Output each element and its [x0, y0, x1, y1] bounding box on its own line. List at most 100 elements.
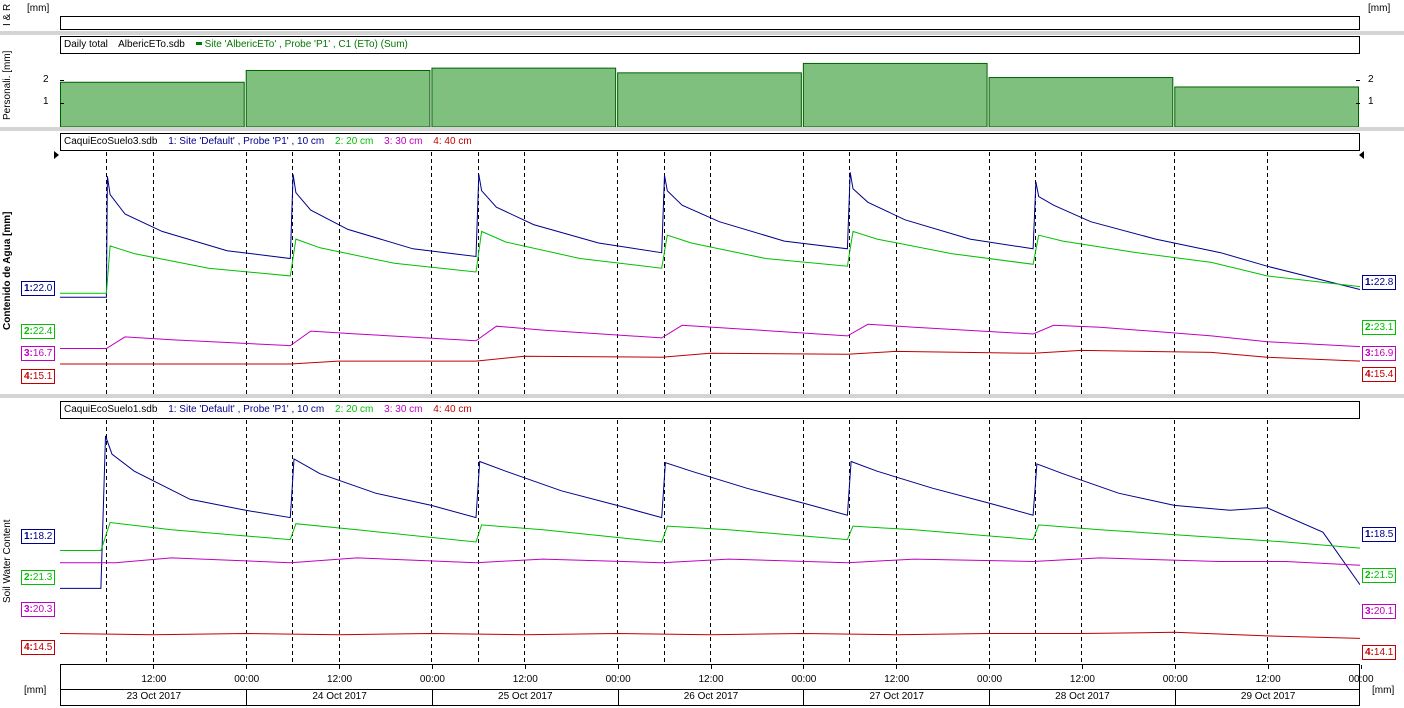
- time-tick: [524, 665, 526, 669]
- panel-separator[interactable]: [0, 31, 1404, 35]
- eto-bar: [245, 69, 431, 127]
- ir-axis-label: I & R: [2, 3, 13, 26]
- legend-swatch: [195, 41, 202, 45]
- time-tick: [617, 665, 619, 669]
- suelo1-right-tag-1: 1:18.5: [1362, 527, 1397, 542]
- panel-separator[interactable]: [0, 394, 1404, 398]
- time-tick: [153, 665, 155, 669]
- ir-unit-right: [mm]: [1368, 3, 1391, 14]
- date-label: 28 Oct 2017: [1055, 691, 1110, 702]
- time-tick: [339, 665, 341, 669]
- suelo1-legend: CaquiEcoSuelo1.sdb 1: Site 'Default' , P…: [60, 401, 1360, 419]
- cursor-marker-right[interactable]: [1359, 151, 1364, 159]
- time-tick: [803, 665, 805, 669]
- legend-series: Site 'AlbericETo' , Probe 'P1' , C1 (ETo…: [195, 39, 416, 50]
- date-axis[interactable]: 23 Oct 2017 24 Oct 2017 25 Oct 2017 26 Oct …: [60, 689, 1360, 706]
- series-line-3: [60, 323, 1360, 349]
- date-label: 29 Oct 2017: [1240, 691, 1296, 702]
- time-tick: [1081, 665, 1083, 669]
- panel-separator[interactable]: [0, 127, 1404, 131]
- time-axis[interactable]: 12:00 00:00 12:00 00:00 12:00 00:00 12:00 00:00…: [60, 664, 1374, 689]
- eto-bar: [617, 72, 802, 127]
- suelo3-legend-item-4: 4: 40 cm: [433, 136, 472, 147]
- date-divider: [803, 690, 805, 705]
- legend-file: AlbericETo.sdb: [118, 39, 185, 50]
- date-divider: [1174, 690, 1176, 705]
- time-tick: [1174, 665, 1176, 669]
- suelo1-left-tag-3: 3:20.3: [21, 602, 56, 617]
- time-tick-label: 00:00: [605, 674, 631, 685]
- ir-panel[interactable]: [60, 16, 1360, 30]
- legend-title: Daily total: [64, 39, 108, 50]
- time-tick: [1360, 665, 1362, 669]
- suelo1-right-tag-4: 4:14.1: [1362, 645, 1397, 660]
- time-tick-label: 12:00: [141, 674, 167, 685]
- suelo1-line-chart[interactable]: [60, 420, 1360, 664]
- suelo3-legend-item-1: 1: Site 'Default' , Probe 'P1' , 10 cm: [168, 136, 325, 147]
- date-divider: [617, 690, 619, 705]
- series-line-2: [60, 521, 1360, 551]
- cursor-marker-left[interactable]: [54, 151, 59, 159]
- personal-axis-label: Personali. [mm]: [2, 50, 13, 120]
- suelo3-line-chart[interactable]: [60, 152, 1360, 394]
- date-label: 25 Oct 2017: [498, 691, 553, 702]
- time-tick-label: 00:00: [234, 674, 260, 685]
- time-tick: [246, 665, 248, 669]
- suelo1-legend-item-4: 4: 40 cm: [433, 404, 472, 415]
- eto-bar: [802, 62, 988, 127]
- axis-unit-right: [mm]: [1372, 685, 1395, 696]
- time-tick-label: 12:00: [327, 674, 353, 685]
- suelo3-right-tag-2: 2:23.1: [1362, 320, 1397, 335]
- personal-tick-2-left: 2: [43, 74, 49, 85]
- series-line-1: [60, 172, 1360, 298]
- time-tick-label: 00:00: [791, 674, 817, 685]
- date-label: 27 Oct 2017: [869, 691, 924, 702]
- time-tick-label: 00:00: [977, 674, 1003, 685]
- suelo3-left-tag-1: 1:22.0: [21, 281, 56, 296]
- time-tick: [989, 665, 991, 669]
- suelo1-legend-item-1: 1: Site 'Default' , Probe 'P1' , 10 cm: [168, 404, 325, 415]
- suelo1-legend-item-2: 2: 20 cm: [335, 404, 374, 415]
- personal-bar-chart[interactable]: [60, 54, 1360, 127]
- date-divider: [989, 690, 991, 705]
- date-label: 23 Oct 2017: [126, 691, 182, 702]
- eto-bar: [1174, 86, 1360, 127]
- time-tick: [1267, 665, 1269, 669]
- eto-bar: [431, 67, 617, 127]
- series-line-3: [60, 557, 1360, 566]
- suelo3-left-tag-2: 2:22.4: [21, 324, 56, 339]
- suelo1-left-tag-1: 1:18.2: [21, 529, 56, 544]
- suelo3-legend: CaquiEcoSuelo3.sdb 1: Site 'Default' , P…: [60, 133, 1360, 151]
- suelo1-left-tag-2: 2:21.3: [21, 570, 56, 585]
- suelo3-left-tag-3: 3:16.7: [21, 346, 56, 361]
- personal-tick-2-right: 2: [1368, 74, 1374, 85]
- personal-legend: Daily total AlbericETo.sdb Site 'Alberic…: [60, 36, 1360, 54]
- suelo3-legend-item-2: 2: 20 cm: [335, 136, 374, 147]
- suelo1-right-tag-3: 3:20.1: [1362, 604, 1397, 619]
- suelo1-legend-item-3: 3: 30 cm: [384, 404, 423, 415]
- time-tick-label: 12:00: [1255, 674, 1281, 685]
- axis-unit-left: [mm]: [24, 685, 47, 696]
- personal-tick-1-right: 1: [1368, 96, 1374, 107]
- time-tick-label: 12:00: [1069, 674, 1095, 685]
- eto-bar: [988, 77, 1174, 127]
- time-tick-label: 12:00: [884, 674, 910, 685]
- suelo1-axis-label: Soil Water Content: [2, 519, 13, 603]
- suelo1-left-tag-4: 4:14.5: [21, 640, 56, 655]
- eto-bar: [60, 81, 245, 127]
- series-line-4: [60, 349, 1360, 365]
- suelo3-legend-file: CaquiEcoSuelo3.sdb: [64, 136, 158, 147]
- suelo3-axis-label: Contenido de Agua [mm]: [2, 211, 13, 330]
- ir-unit-left: [mm]: [27, 3, 50, 14]
- suelo3-right-tag-1: 1:22.8: [1362, 275, 1397, 290]
- date-label: 24 Oct 2017: [312, 691, 367, 702]
- time-tick-label: 00:00: [419, 674, 445, 685]
- date-label: 26 Oct 2017: [683, 691, 739, 702]
- date-divider: [431, 690, 433, 705]
- series-line-1: [60, 435, 1360, 589]
- date-divider: [246, 690, 248, 705]
- suelo3-left-tag-4: 4:15.1: [21, 369, 56, 384]
- time-tick-label: 00:00: [1348, 674, 1374, 685]
- time-tick: [710, 665, 712, 669]
- time-tick-label: 00:00: [1162, 674, 1188, 685]
